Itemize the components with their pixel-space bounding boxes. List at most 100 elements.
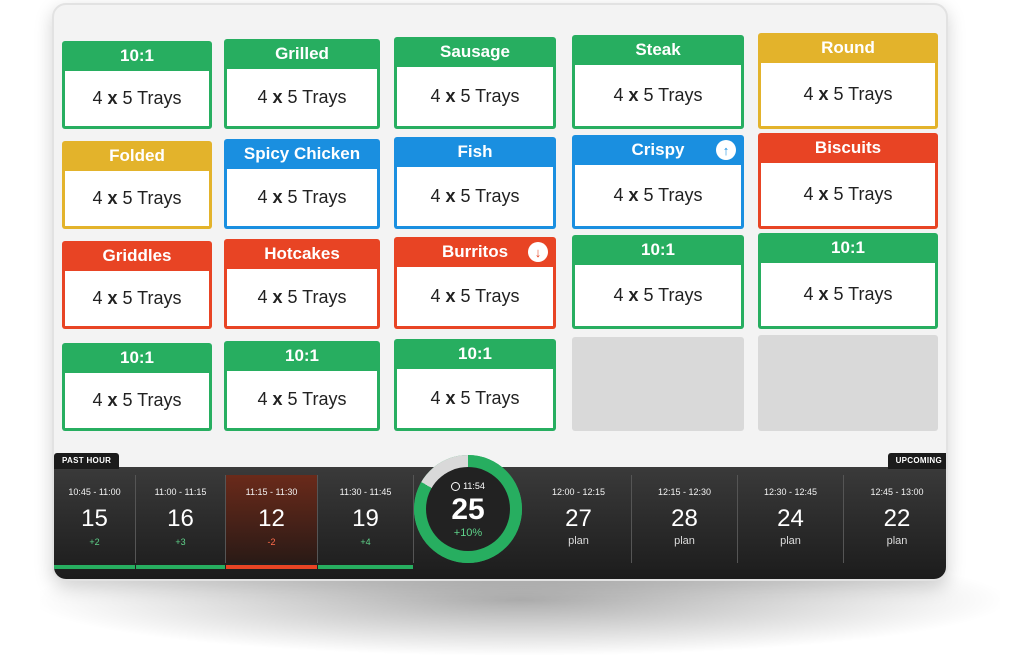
slot-range: 10:45 - 11:00 xyxy=(68,487,121,497)
slot-status-line xyxy=(136,565,225,569)
tile-title: 10:1 xyxy=(224,341,380,371)
slot-value: 19 xyxy=(352,505,379,532)
current-value: 25 xyxy=(451,493,485,526)
tile-count: 4 xyxy=(257,389,268,409)
tile-count: 4 xyxy=(430,86,441,106)
product-tile[interactable]: Crispy ↑ 4 x 5 Trays xyxy=(572,135,744,229)
tile-title: 10:1 xyxy=(62,41,212,71)
tile-unit: 5 Trays xyxy=(643,85,703,105)
tile-multiplier: x xyxy=(445,388,456,408)
product-tile[interactable]: Biscuits 4 x 5 Trays xyxy=(758,133,938,229)
slot-value: 22 xyxy=(883,505,911,532)
product-tile[interactable]: 10:1 4 x 5 Trays xyxy=(62,343,212,431)
past-slot[interactable]: 11:15 - 11:30 12 -2 xyxy=(226,475,318,569)
tile-count: 4 xyxy=(92,390,103,410)
tile-title-text: Folded xyxy=(109,146,165,165)
upcoming-slot[interactable]: 12:30 - 12:45 24 plan xyxy=(738,475,844,563)
product-tile[interactable]: Griddles 4 x 5 Trays xyxy=(62,241,212,329)
tile-count: 4 xyxy=(613,185,624,205)
past-slot[interactable]: 10:45 - 11:00 15 +2 xyxy=(54,475,136,569)
product-tile[interactable]: 10:1 4 x 5 Trays xyxy=(62,41,212,129)
tile-unit: 5 Trays xyxy=(122,288,182,308)
tile-unit: 5 Trays xyxy=(833,84,893,104)
empty-tile-slot[interactable] xyxy=(572,337,744,431)
product-tile[interactable]: 10:1 4 x 5 Trays xyxy=(572,235,744,329)
tile-multiplier: x xyxy=(628,85,639,105)
product-tile[interactable]: Fish 4 x 5 Trays xyxy=(394,137,556,229)
slot-delta: +4 xyxy=(360,537,371,547)
tile-multiplier: x xyxy=(272,187,283,207)
product-tile[interactable]: Grilled 4 x 5 Trays xyxy=(224,39,380,129)
tile-multiplier: x xyxy=(272,287,283,307)
slot-delta: +2 xyxy=(89,537,100,547)
tile-multiplier: x xyxy=(445,86,456,106)
product-tile[interactable]: Spicy Chicken 4 x 5 Trays xyxy=(224,139,380,229)
tile-unit: 5 Trays xyxy=(643,285,703,305)
tile-unit: 5 Trays xyxy=(122,188,182,208)
product-tile[interactable]: 10:1 4 x 5 Trays xyxy=(394,339,556,431)
product-tile[interactable]: 10:1 4 x 5 Trays xyxy=(758,233,938,329)
tile-title-text: Steak xyxy=(635,40,681,59)
tile-title: 10:1 xyxy=(394,339,556,369)
kitchen-screen: 10:1 4 x 5 Trays Grilled 4 x 5 Trays Sausage 4 x 5 … xyxy=(52,3,948,581)
tile-unit: 5 Trays xyxy=(643,185,703,205)
product-tile[interactable]: Round 4 x 5 Trays xyxy=(758,33,938,129)
slot-plan: plan xyxy=(674,535,695,547)
product-tile[interactable]: Folded 4 x 5 Trays xyxy=(62,141,212,229)
empty-tile-slot[interactable] xyxy=(758,335,938,431)
tile-title: Sausage xyxy=(394,37,556,67)
current-period: 11:54 25 +10% xyxy=(426,467,510,551)
current-delta: +10% xyxy=(453,527,483,539)
tile-multiplier: x xyxy=(628,285,639,305)
tile-title-text: Round xyxy=(821,38,875,57)
tile-count: 4 xyxy=(257,287,268,307)
current-period-gauge[interactable]: 11:54 25 +10% xyxy=(414,455,522,563)
slot-range: 11:30 - 11:45 xyxy=(339,487,392,497)
tile-count: 4 xyxy=(803,84,814,104)
product-tile[interactable]: Steak 4 x 5 Trays xyxy=(572,35,744,129)
tile-count: 4 xyxy=(92,88,103,108)
tile-title: Burritos ↓ xyxy=(394,237,556,267)
tile-count: 4 xyxy=(613,285,624,305)
slot-value: 28 xyxy=(671,505,698,532)
tile-multiplier: x xyxy=(445,286,456,306)
past-slot[interactable]: 11:00 - 11:15 16 +3 xyxy=(136,475,226,569)
tile-title: Folded xyxy=(62,141,212,171)
slot-range: 12:15 - 12:30 xyxy=(657,487,712,497)
slot-delta: -2 xyxy=(267,537,276,547)
tile-count: 4 xyxy=(430,388,441,408)
tile-title-text: 10:1 xyxy=(457,344,493,363)
upcoming-slot[interactable]: 12:15 - 12:30 28 plan xyxy=(632,475,738,563)
tile-title-text: Crispy xyxy=(631,140,685,159)
slot-status-line xyxy=(226,565,317,569)
tile-multiplier: x xyxy=(107,188,118,208)
tile-title-text: Fish xyxy=(457,142,493,161)
product-tile[interactable]: Burritos ↓ 4 x 5 Trays xyxy=(394,237,556,329)
arrow-down-icon: ↓ xyxy=(528,242,548,262)
tile-unit: 5 Trays xyxy=(287,389,347,409)
tile-title: 10:1 xyxy=(62,343,212,373)
tile-count: 4 xyxy=(803,184,814,204)
tile-count: 4 xyxy=(803,284,814,304)
tile-title-text: 10:1 xyxy=(640,240,676,259)
slot-status-line xyxy=(318,565,413,569)
tile-unit: 5 Trays xyxy=(460,388,520,408)
product-tile[interactable]: Sausage 4 x 5 Trays xyxy=(394,37,556,129)
product-tile[interactable]: Hotcakes 4 x 5 Trays xyxy=(224,239,380,329)
upcoming-slot[interactable]: 12:45 - 13:00 22 plan xyxy=(844,475,946,563)
upcoming-slot[interactable]: 12:00 - 12:15 27 plan xyxy=(526,475,632,563)
tile-unit: 5 Trays xyxy=(833,284,893,304)
product-tile[interactable]: 10:1 4 x 5 Trays xyxy=(224,341,380,431)
tile-multiplier: x xyxy=(272,389,283,409)
slot-plan: plan xyxy=(780,535,801,547)
past-slot[interactable]: 11:30 - 11:45 19 +4 xyxy=(318,475,414,569)
